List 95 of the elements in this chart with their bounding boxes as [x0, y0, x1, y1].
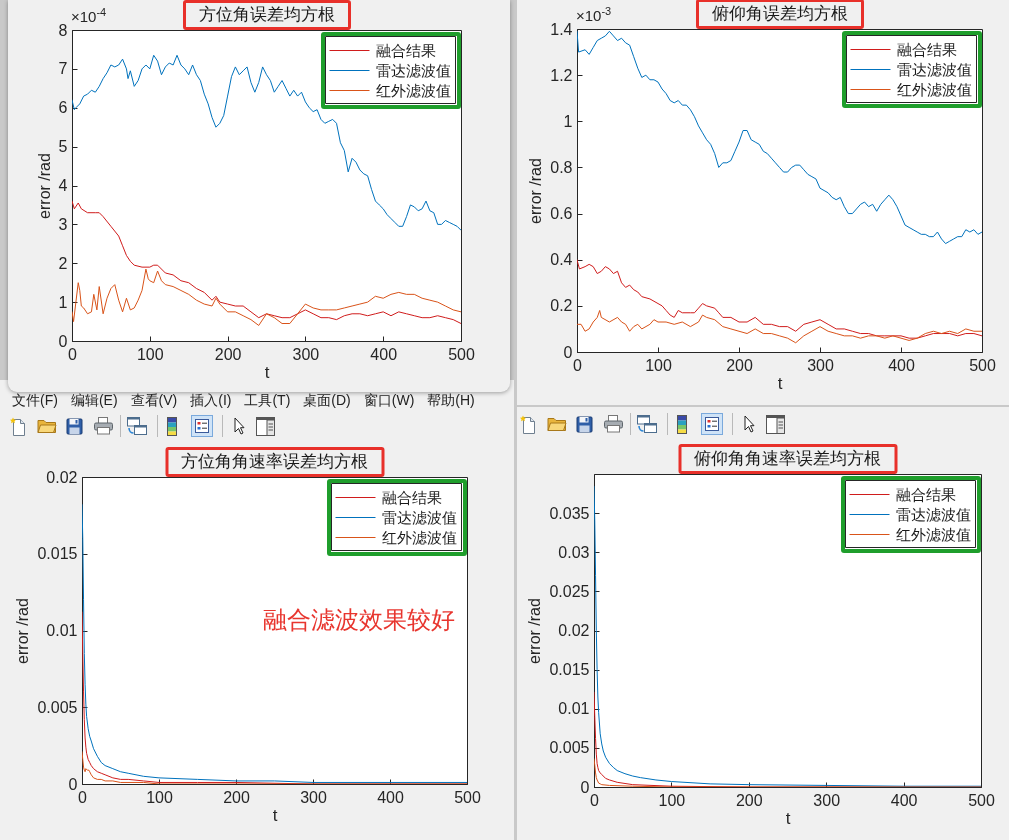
legend-label: 融合结果	[382, 489, 442, 506]
y-tick-label: 0.005	[549, 739, 590, 757]
y-tick-label: 0.015	[549, 661, 590, 679]
text: 桌面(D)	[303, 392, 351, 410]
legend-label: 红外滤波值	[376, 82, 451, 99]
x-axis-title: t	[785, 808, 791, 828]
x-tick-label: 100	[146, 788, 173, 806]
x-tick-label: 500	[968, 791, 995, 809]
x-tick-label: 500	[448, 345, 475, 363]
title-outline: 方位角角速率误差均方根	[165, 447, 384, 477]
line-series	[577, 309, 982, 344]
text: 插入(I)	[190, 392, 232, 410]
y-tick-label: 3	[58, 215, 68, 233]
y-tick-label: 0.6	[550, 205, 573, 223]
y-axis-title: error /rad	[527, 158, 545, 224]
y-tick-label: 7	[58, 60, 68, 78]
y-tick-label: 2	[58, 254, 68, 272]
legend-label: 雷达滤波值	[382, 509, 457, 526]
x-axis-title: t	[272, 805, 278, 825]
legend-label: 雷达滤波值	[897, 61, 972, 78]
line-series	[82, 504, 467, 783]
y-tick-label: 0	[58, 332, 68, 350]
annotation: 融合滤波效果较好	[263, 605, 455, 635]
x-tick-label: 300	[807, 356, 834, 374]
y-tick-label: 0.035	[549, 504, 590, 522]
y-axis-title: error /rad	[14, 598, 32, 664]
y-tick-label: 6	[58, 99, 68, 117]
text: 查看(V)	[130, 392, 178, 410]
text: ×10$^{-4}$	[71, 6, 107, 25]
line-series	[82, 751, 467, 784]
x-tick-label: 300	[813, 791, 841, 809]
y-axis-title: error /rad	[526, 598, 544, 664]
legend-label: 融合结果	[896, 486, 956, 503]
x-tick-label: 200	[214, 345, 242, 363]
y-tick-label: 4	[58, 177, 68, 194]
line-series	[577, 30, 982, 245]
text: 工具(T)	[244, 392, 291, 410]
x-tick-label: 100	[136, 345, 164, 363]
legend-label: 融合结果	[897, 41, 957, 58]
y-tick-label: 0.01	[46, 622, 78, 639]
line-series	[577, 259, 982, 339]
y-tick-label: 0.02	[46, 468, 78, 486]
y-tick-label: 1.2	[550, 66, 573, 84]
x-tick-label: 400	[370, 345, 398, 363]
x-tick-label: 300	[292, 345, 320, 363]
chart-title: 俯仰角角速率误差均方根	[694, 449, 881, 469]
legend-label: 融合结果	[376, 42, 436, 59]
y-tick-label: 0.8	[550, 158, 573, 176]
x-tick-label: 500	[454, 788, 481, 806]
x-tick-label: 400	[888, 356, 915, 374]
y-tick-label: 0.01	[558, 700, 590, 718]
y-tick-label: 0.4	[550, 251, 573, 269]
text: 文件(F)	[12, 392, 58, 410]
x-tick-label: 200	[223, 788, 250, 806]
x-tick-label: 100	[658, 791, 686, 809]
x-tick-label: 300	[300, 788, 327, 806]
line-series	[72, 268, 461, 326]
y-tick-label: 0.03	[558, 543, 590, 561]
x-tick-label: 500	[969, 356, 996, 374]
text: ×10$^{-3}$	[576, 5, 612, 24]
x-tick-label: 400	[890, 791, 918, 809]
title-outline: 方位角误差均方根	[182, 0, 351, 30]
line-series	[72, 200, 461, 325]
x-tick-label: 200	[735, 791, 763, 809]
line-series	[594, 758, 981, 787]
y-tick-label: 0.015	[37, 545, 78, 563]
chart-title: 方位角误差均方根	[198, 5, 335, 25]
text: 帮助(H)	[427, 392, 475, 410]
y-tick-label: 1.4	[550, 20, 573, 38]
y-tick-label: 0.02	[558, 622, 590, 639]
legend-label: 雷达滤波值	[376, 62, 451, 79]
y-tick-label: 1	[58, 293, 68, 311]
legend-label: 红外滤波值	[382, 529, 457, 546]
x-tick-label: 400	[377, 788, 404, 806]
title-outline: 俯仰角误差均方根	[695, 0, 864, 29]
x-tick-label: 100	[645, 356, 672, 374]
title-outline: 俯仰角角速率误差均方根	[678, 444, 897, 474]
chart-title: 俯仰角误差均方根	[711, 4, 848, 24]
text: 编辑(E)	[70, 392, 118, 410]
legend-label: 雷达滤波值	[896, 506, 971, 523]
y-axis-title: error /rad	[35, 153, 53, 219]
y-tick-label: 0.2	[550, 297, 573, 315]
y-tick-label: 1	[563, 112, 573, 130]
text: 窗口(W)	[363, 392, 415, 410]
y-tick-label: 5	[58, 138, 68, 156]
y-tick-label: 0.025	[549, 582, 590, 600]
chart-title: 方位角角速率误差均方根	[181, 452, 368, 472]
y-tick-label: 8	[58, 21, 68, 39]
y-tick-label: 0	[68, 775, 78, 793]
legend-label: 红外滤波值	[897, 81, 972, 98]
x-tick-label: 200	[726, 356, 753, 374]
x-axis-title: t	[264, 362, 270, 382]
legend-label: 红外滤波值	[896, 526, 971, 543]
x-axis-title: t	[777, 373, 783, 393]
y-tick-label: 0.005	[37, 698, 78, 716]
